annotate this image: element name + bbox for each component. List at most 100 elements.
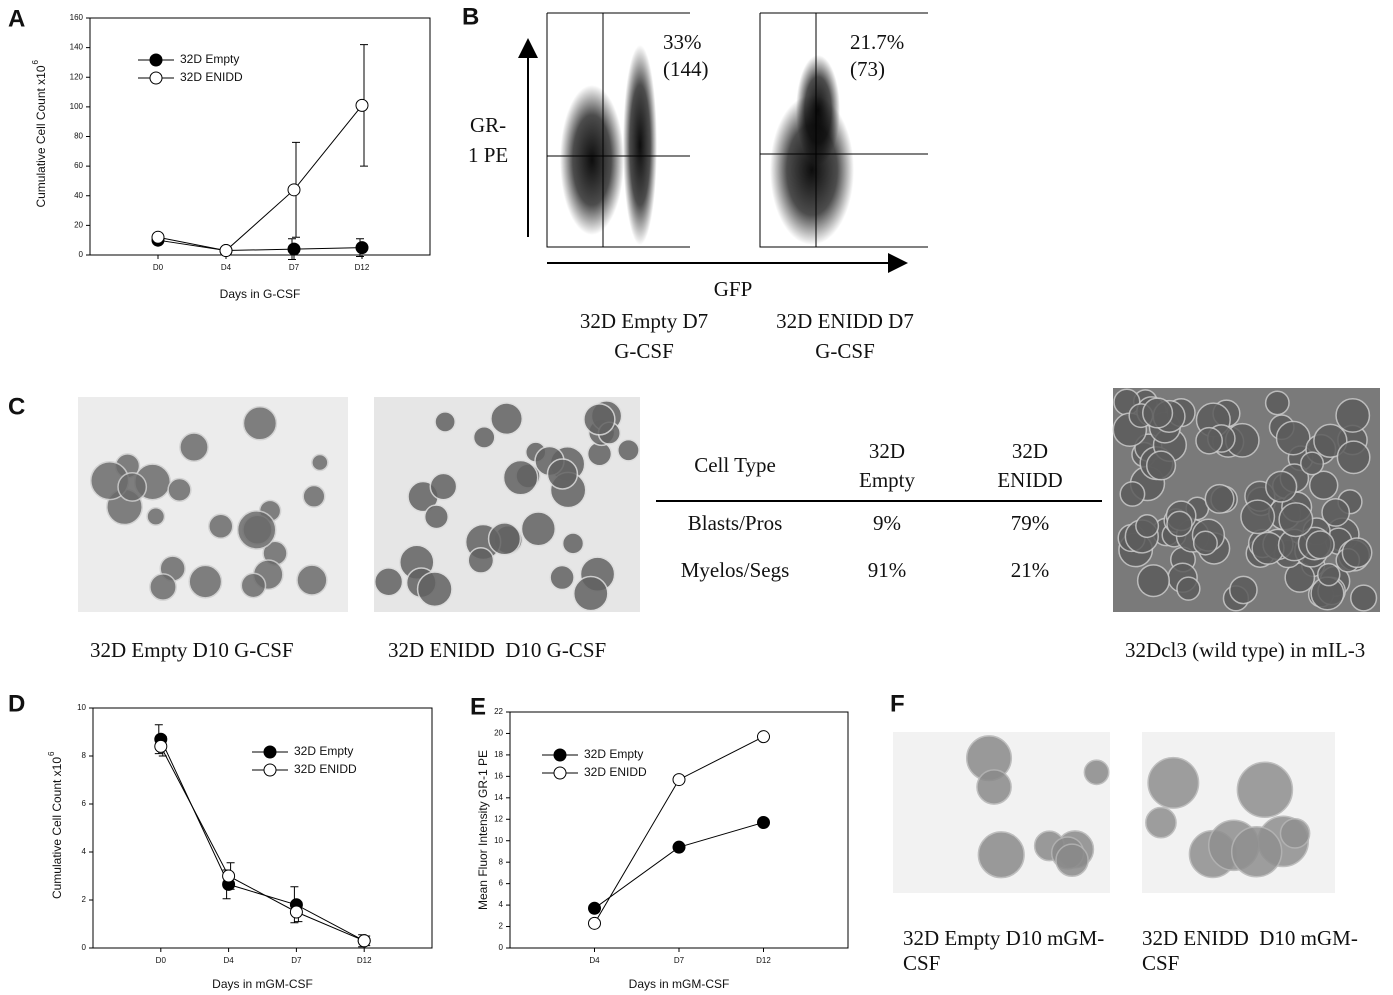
point (588, 901, 601, 915)
table-cell: Myelos/Segs (681, 558, 790, 582)
cell (1166, 510, 1193, 538)
x-tick-label: D7 (674, 956, 685, 965)
cell (296, 564, 328, 596)
y-tick-label: 4 (82, 847, 87, 856)
micrograph (1112, 388, 1380, 612)
cell (617, 438, 640, 462)
point (151, 230, 165, 244)
cell (502, 459, 539, 496)
cell (167, 477, 192, 503)
cell (1119, 481, 1146, 507)
cell (1135, 514, 1160, 539)
y-tick-label: 140 (70, 43, 84, 52)
y-axis-label: Cumulative Cell Count x10 (34, 65, 48, 207)
flow-ylabel: GR- (470, 113, 506, 137)
table-cell: 79% (1011, 511, 1050, 535)
image-caption: CSF (903, 951, 940, 975)
x-tick-label: D12 (357, 956, 372, 965)
flow-caption: 32D ENIDD D7 (776, 309, 914, 333)
x-axis-label: Days in G-CSF (220, 287, 301, 301)
x-tick-label: D4 (223, 956, 234, 965)
y-tick-label: 10 (494, 836, 503, 845)
y-tick-label: 6 (82, 799, 87, 808)
cell-cloud (623, 45, 657, 245)
cell-cloud (560, 85, 624, 235)
legend-label: 32D ENIDD (180, 70, 243, 84)
cell (149, 573, 177, 601)
x-tick-label: D7 (289, 263, 300, 272)
table-cell: 91% (868, 558, 907, 582)
y-tick-label: 2 (82, 895, 87, 904)
panel-label: E (470, 693, 486, 720)
plot-frame (759, 12, 928, 248)
cell (1240, 499, 1276, 535)
table-cell: Blasts/Pros (688, 511, 783, 535)
legend-marker (263, 763, 277, 777)
y-tick-label: 4 (499, 900, 504, 909)
point (219, 244, 233, 258)
count-label: (73) (850, 57, 885, 81)
y-tick-label: 0 (79, 250, 84, 259)
series-line (160, 746, 365, 942)
panel-label: A (8, 5, 25, 32)
table: Cell Type 32D Empty 32D ENIDD Blasts/Pro… (656, 439, 1102, 582)
plot-frame (509, 711, 849, 949)
cell (1083, 759, 1110, 786)
y-tick-label: 8 (82, 751, 87, 760)
cell (561, 532, 585, 555)
table-header: Empty (859, 468, 915, 492)
panel-label: B (462, 3, 479, 30)
cell (423, 504, 449, 530)
table-header: 32D (869, 439, 905, 463)
micrograph (78, 397, 348, 612)
cell-cloud (796, 55, 840, 165)
y-tick-label: 0 (82, 943, 87, 952)
image-caption: 32D Empty D10 G-CSF (90, 638, 294, 662)
micrograph (1142, 732, 1335, 893)
flow-xlabel: GFP (714, 277, 753, 301)
y-tick-label: 16 (494, 771, 503, 780)
point (672, 773, 686, 787)
y-tick-label: 20 (74, 220, 83, 229)
legend-marker (149, 71, 163, 85)
legend-marker (149, 53, 163, 67)
point (355, 98, 369, 112)
series-line (157, 105, 363, 252)
cell (1142, 397, 1174, 429)
y-tick-label: 6 (499, 879, 504, 888)
cell (1229, 575, 1258, 605)
x-tick-label: D0 (156, 956, 167, 965)
cell (1204, 483, 1235, 514)
plot-frame (546, 12, 690, 248)
cell (490, 402, 524, 436)
cell (546, 458, 579, 490)
cell (467, 547, 495, 574)
cell (572, 575, 609, 612)
y-tick-label: 120 (70, 72, 84, 81)
point (289, 905, 303, 919)
x-tick-label: D7 (291, 956, 302, 965)
flow-caption: 32D Empty D7 (580, 309, 708, 333)
legend-marker (263, 745, 277, 759)
point (287, 242, 301, 256)
flow-caption: G-CSF (614, 339, 674, 363)
cell (1305, 530, 1335, 560)
point (757, 730, 770, 744)
cell (1176, 576, 1201, 601)
x-tick-label: D4 (589, 956, 600, 965)
flow-plot: 33% (144) (546, 12, 709, 248)
cell (434, 411, 456, 433)
point (757, 815, 770, 829)
cell (1195, 426, 1223, 455)
y-tick-label: 40 (74, 191, 83, 200)
y-axis-label-sup: 6 (31, 59, 40, 64)
cell (472, 426, 496, 449)
table-cell: 21% (1011, 558, 1050, 582)
series-line (594, 822, 764, 909)
y-tick-label: 160 (70, 13, 84, 22)
cell (1350, 584, 1378, 612)
cell (583, 403, 616, 436)
y-tick-label: 14 (494, 793, 503, 802)
cell (188, 564, 223, 599)
